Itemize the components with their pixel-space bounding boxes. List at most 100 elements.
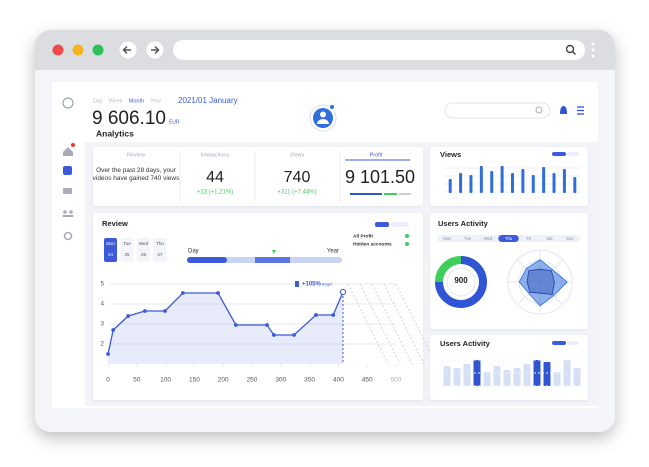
day-tab[interactable]: Wed [484,236,493,241]
close-button[interactable] [52,44,64,56]
bar [513,368,521,386]
stat-value: 740 [284,169,311,186]
bar [469,175,473,193]
day-tab[interactable]: Sat [546,236,553,241]
y-tick-label: 2 [101,342,105,348]
back-button[interactable] [119,41,137,59]
day-tab[interactable]: Sun [566,236,574,241]
bar [542,167,546,193]
day-tab-active[interactable] [498,235,519,242]
currency: EUR [169,119,180,125]
profile-icon[interactable] [62,97,74,109]
point [331,313,336,317]
annotation-icon [295,281,299,287]
bar [523,364,531,386]
donut-segment [435,256,462,283]
x-tick-label: 50 [133,377,141,384]
maximize-button[interactable] [92,44,104,56]
day-name: Thu [156,241,164,246]
bar [553,372,561,386]
range-slider[interactable] [187,250,342,263]
stat-label: Profit [370,152,383,158]
users-icon[interactable] [62,210,74,217]
forecast-decor [371,283,413,365]
settings-icon[interactable] [63,231,73,241]
point [216,291,220,295]
bar [463,364,471,386]
minimize-button[interactable] [72,44,84,56]
bar [443,366,451,386]
search-box-icon[interactable] [535,106,543,114]
forecast-decor [347,283,389,365]
period-tab[interactable]: Month [129,98,144,104]
toggle[interactable] [552,341,566,345]
forward-button[interactable] [146,41,164,59]
toggle-dot[interactable] [405,234,409,238]
day-button[interactable] [137,238,150,262]
forecast-decor [395,283,437,365]
x-tick-label: 0 [106,377,110,384]
y-tick-label: 5 [101,282,105,288]
day-button[interactable] [120,238,134,262]
annotation: +105% [302,282,322,288]
search-box[interactable] [444,102,551,119]
range-end: Year [327,249,339,255]
x-tick-label: 400 [333,377,344,384]
bar [459,173,463,193]
day-tab[interactable]: Mon [443,236,452,241]
messages-icon[interactable] [63,188,72,194]
day-button[interactable] [104,238,117,262]
point [142,309,147,313]
address-bar[interactable] [173,40,585,60]
bar [552,173,556,193]
point [106,352,110,356]
bar [503,370,511,386]
home-icon[interactable] [63,147,73,156]
toggle[interactable] [375,222,389,227]
line [107,291,344,355]
day-tab[interactable]: Tue [464,236,472,241]
avatar[interactable] [309,104,337,132]
day-tab[interactable]: Fri [526,236,531,241]
day-date: 26 [141,252,147,257]
period-tab[interactable]: Week [109,98,123,104]
point [339,288,347,296]
x-tick-label: 350 [304,377,315,384]
bar [573,368,581,386]
users-activity: Mon Tue Wed Thu Fri Sat Sun 900 [435,235,580,315]
search-icon[interactable] [565,44,576,55]
day-date: 27 [157,252,163,257]
point [233,323,238,327]
day-name: Tue [123,241,131,246]
toggle[interactable] [567,152,579,156]
profit-bar [350,193,382,195]
review-summary: Over the past 28 days, your videos have g… [93,167,180,182]
browser-menu[interactable] [591,42,595,58]
sidebar [62,97,75,241]
day-picker: Mon 24 Tue 25 Wed 26 Thu 27 [104,238,167,262]
bar [521,169,525,193]
menu-icon[interactable] [577,106,584,115]
stat-label: Views [290,152,305,158]
day-tab[interactable]: Thu [505,236,513,241]
bell-icon[interactable] [560,106,567,114]
total: 9 606.10 [92,108,166,129]
toggle[interactable] [552,152,566,156]
analytics-icon[interactable] [63,166,72,175]
point [111,328,116,332]
toggle[interactable] [391,222,409,227]
bar [531,175,535,193]
x-tick-label: 300 [275,377,286,384]
toggle-dot[interactable] [405,242,409,246]
bar [562,169,566,193]
period-tab[interactable]: Day [93,98,103,104]
donut-inner [446,267,476,297]
bar [479,166,483,193]
day-button[interactable] [153,238,167,262]
day-name: Wed [139,241,149,246]
toggle[interactable] [567,341,579,345]
bar [511,173,514,193]
period: 2021/01 January [178,96,238,105]
annotation-note: Bright [322,282,333,287]
period-tab[interactable]: Year [150,98,161,104]
